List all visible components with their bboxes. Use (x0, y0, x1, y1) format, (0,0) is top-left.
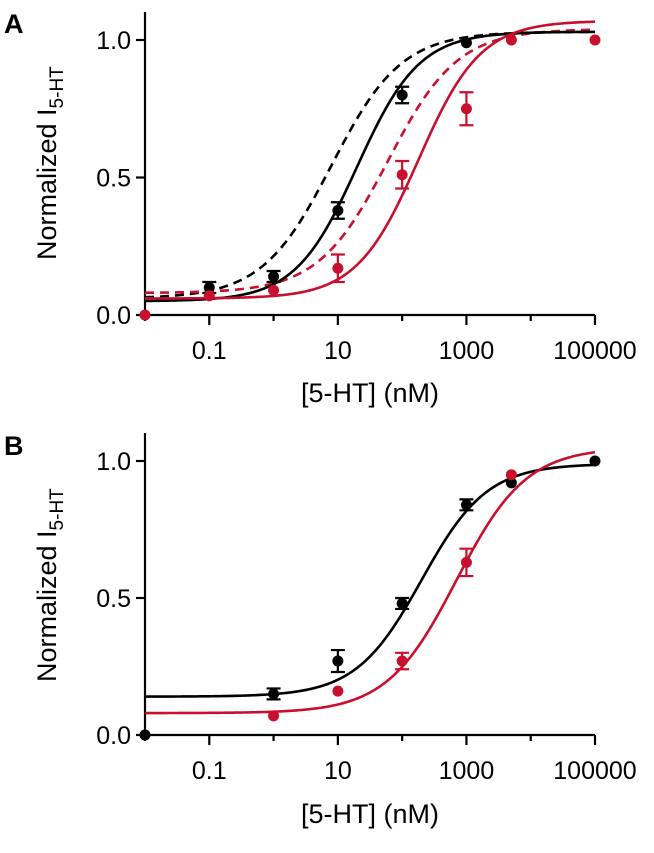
panel-a-letter: A (4, 9, 24, 39)
panel-b-data-point (396, 597, 408, 609)
panel-b-y-tick-label: 0.5 (96, 585, 131, 613)
panel-a-fit-curve-0 (144, 30, 595, 303)
panel-b-fit-curve-1 (145, 450, 596, 715)
panel-b-data-point (460, 556, 472, 568)
panel-a-y-tick-label: 1.0 (96, 27, 131, 55)
panel-a-data-point (139, 309, 151, 321)
panel-b-x-axis-title: [5-HT] (nM) (301, 799, 439, 829)
panel-a-y-tick-label: 0.0 (96, 302, 131, 330)
panel-a-data-point (396, 169, 408, 181)
panel-b-data-point (460, 499, 472, 511)
panel-a-x-tick-label: 10 (324, 337, 352, 365)
panel-b-y-axis-title: Normalized I5-HT (32, 488, 68, 682)
panel-b: B 0.0 0.5 1.0 0.1 10 1000 100000 [5-HT] (nM) N… (4, 431, 637, 829)
panel-a-data-point (203, 290, 215, 302)
panel-b-x-tick-label: 1000 (439, 757, 495, 785)
panel-b-data-point (396, 655, 408, 667)
panel-b-data-point (332, 685, 344, 697)
panel-a-data-point (589, 34, 601, 46)
panel-b-data-point (268, 688, 280, 700)
panel-a-fit-curve-3-dashed (144, 28, 596, 295)
panel-b-fit-curve-0 (145, 463, 596, 698)
panel-a-data-point (332, 262, 344, 274)
panel-a-fit-curve-1 (145, 20, 596, 300)
panel-a-y-tick-label: 0.5 (96, 165, 131, 193)
panel-b-y-tick-label: 1.0 (96, 448, 131, 476)
panel-b-x-tick-label: 10 (324, 757, 352, 785)
panel-a-x-tick-label: 0.1 (192, 337, 227, 365)
panel-b-y-axis-title-main: Normalized I (32, 530, 62, 682)
panel-a-data-point (396, 89, 408, 101)
panel-a-fit-curve-2-dashed (144, 30, 596, 299)
panel-b-data-point (505, 477, 517, 489)
panel-a-x-tick-label: 1000 (439, 337, 495, 365)
panel-a-data-point (460, 37, 472, 49)
panel-a-x-tick-label: 100000 (553, 337, 636, 365)
panel-a-plot: 0.0 0.5 1.0 0.1 10 1000 100000 (96, 12, 637, 365)
panel-a-y-axis-title-sub: 5-HT (47, 66, 68, 109)
panel-b-y-tick-label: 0.0 (96, 722, 131, 750)
panel-a: A 0.0 0.5 1.0 0.1 10 1000 100000 [5-HT] (nM) N… (4, 9, 637, 408)
panel-a-data-point (268, 284, 280, 296)
panel-a-y-axis-title: Normalized I5-HT (32, 66, 68, 260)
panel-a-data-point (268, 271, 280, 282)
panel-b-y-axis-title-sub: 5-HT (47, 488, 68, 531)
panel-b-data-point (139, 729, 151, 741)
panel-b-letter: B (4, 431, 24, 461)
panel-a-data-point (505, 34, 517, 46)
panel-b-data-point (505, 469, 517, 481)
panel-b-plot: 0.0 0.5 1.0 0.1 10 1000 100000 (96, 433, 637, 785)
panel-a-x-axis-title: [5-HT] (nM) (301, 378, 439, 408)
panel-a-data-point (332, 205, 344, 216)
panel-b-data-point (589, 455, 601, 467)
panel-b-data-point (332, 655, 344, 667)
panel-b-x-tick-label: 100000 (553, 757, 636, 785)
panel-a-y-axis-title-main: Normalized I (32, 108, 62, 260)
panel-a-data-point (460, 103, 472, 115)
panel-a-data-point (203, 282, 215, 293)
panel-b-x-tick-label: 0.1 (192, 757, 227, 785)
panel-b-data-point (268, 710, 280, 722)
